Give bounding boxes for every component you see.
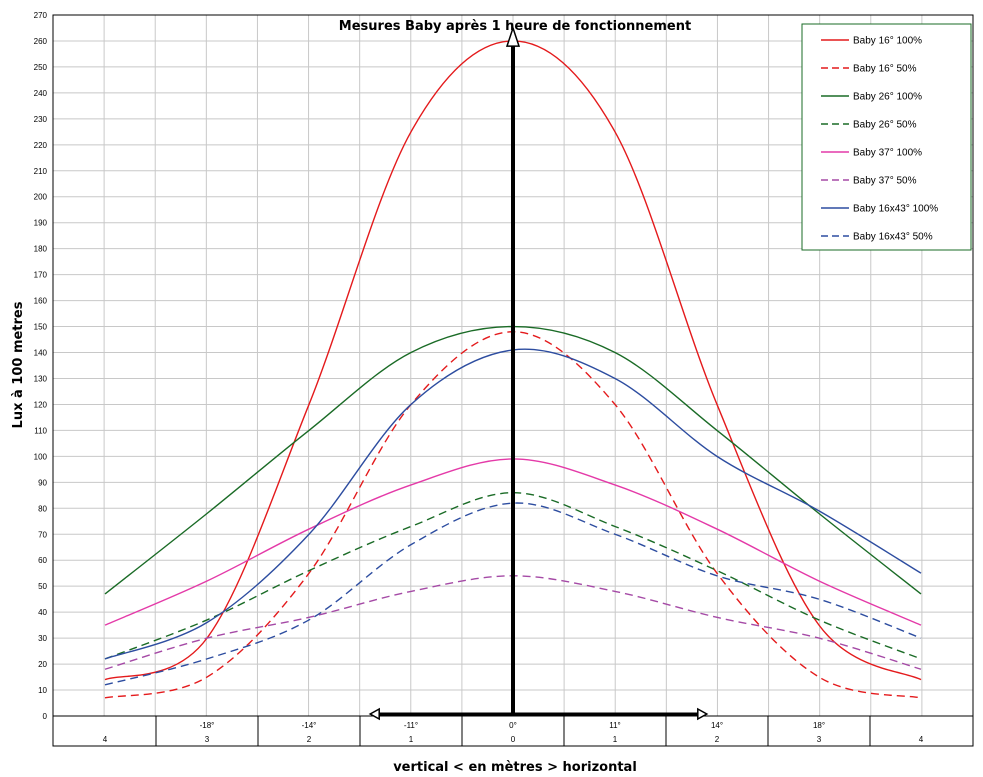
series-line-baby-26-50-	[104, 492, 922, 660]
y-tick-label: 80	[38, 504, 47, 513]
y-axis-ticks: 0 10 20 30 40 50 60 70 80 90 100 110 120 130 140 150 160…	[34, 11, 48, 721]
horizontal-arrow-head-right	[697, 707, 709, 721]
legend-entry: Baby 16° 50%	[853, 64, 917, 75]
x-tick-angle-label: -14°	[302, 721, 317, 730]
legend-entry: Baby 16x43° 100%	[853, 204, 938, 215]
legend: Baby 16° 100% Baby 16° 50% Baby 26° 100% Ba…	[801, 23, 972, 251]
legend-entry: Baby 16° 100%	[853, 36, 922, 47]
vertical-arrow-head	[505, 25, 521, 47]
y-tick-label: 10	[38, 686, 47, 695]
y-tick-label: 50	[38, 582, 47, 591]
y-tick-label: 190	[34, 219, 48, 228]
y-tick-label: 140	[34, 349, 48, 358]
y-tick-label: 270	[34, 11, 48, 20]
vertical-arrow-shaft	[511, 46, 515, 716]
y-tick-label: 180	[34, 245, 48, 254]
y-axis-title: Lux à 100 metres	[11, 301, 26, 428]
y-tick-label: 30	[38, 634, 47, 643]
legend-box	[801, 23, 972, 251]
x-tick-meter-label: 3	[205, 735, 210, 744]
y-tick-label: 70	[38, 530, 47, 539]
y-tick-label: 40	[38, 608, 47, 617]
y-tick-label: 170	[34, 271, 48, 280]
x-tick-meter-label: 2	[715, 735, 720, 744]
y-tick-label: 210	[34, 167, 48, 176]
y-tick-label: 200	[34, 193, 48, 202]
horizontal-arrow-shaft	[378, 712, 699, 716]
y-tick-label: 150	[34, 323, 48, 332]
y-tick-label: 120	[34, 400, 48, 409]
x-tick-meter-label: 4	[103, 735, 108, 744]
chart-title: Mesures Baby après 1 heure de fonctionne…	[339, 19, 691, 34]
x-axis-title: vertical < en mètres > horizontal	[393, 760, 637, 775]
x-tick-angle-label: 11°	[609, 721, 621, 730]
y-tick-label: 130	[34, 374, 48, 383]
horizontal-arrow-head-left	[368, 707, 380, 721]
y-tick-label: 90	[38, 478, 47, 487]
legend-entry: Baby 16x43° 50%	[853, 232, 933, 243]
x-tick-meter-label: 4	[919, 735, 924, 744]
y-tick-label: 240	[34, 89, 48, 98]
x-tick-meter-label: 1	[613, 735, 618, 744]
legend-entry: Baby 26° 100%	[853, 92, 922, 103]
y-tick-label: 0	[43, 712, 48, 721]
y-tick-label: 160	[34, 297, 48, 306]
x-tick-meter-label: 2	[307, 735, 312, 744]
x-tick-meter-label: 1	[409, 735, 414, 744]
x-tick-angle-label: 18°	[813, 721, 825, 730]
y-tick-label: 60	[38, 556, 47, 565]
legend-entry: Baby 26° 50%	[853, 120, 917, 131]
y-tick-label: 230	[34, 115, 48, 124]
x-tick-angle-label: -11°	[404, 721, 418, 730]
legend-entry: Baby 37° 50%	[853, 176, 917, 187]
x-tick-angle-label: 14°	[711, 721, 723, 730]
x-tick-angle-label: 0°	[509, 721, 517, 730]
x-tick-angle-label: -18°	[200, 721, 215, 730]
legend-entry: Baby 37° 100%	[853, 148, 922, 159]
annotation-arrows	[368, 25, 709, 721]
y-tick-label: 20	[38, 660, 47, 669]
y-tick-label: 260	[34, 37, 48, 46]
x-tick-meter-label: 0	[511, 735, 516, 744]
y-tick-label: 220	[34, 141, 48, 150]
series-line-baby-16x43-50-	[104, 502, 922, 686]
x-tick-meter-label: 3	[817, 735, 822, 744]
y-tick-label: 250	[34, 63, 48, 72]
y-tick-label: 110	[34, 426, 47, 435]
y-tick-label: 100	[34, 452, 48, 461]
